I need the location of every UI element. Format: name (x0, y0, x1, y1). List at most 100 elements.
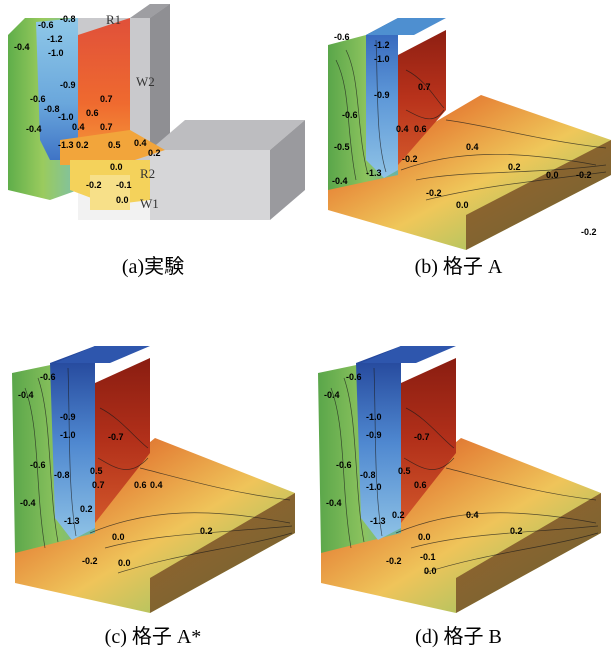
contour-label: -1.2 (47, 34, 63, 44)
contour-label: -0.1 (116, 180, 132, 190)
contour-label: 0.4 (72, 122, 85, 132)
contour-labels: -0.6 -0.4 -0.9 -1.0 -0.7 -0.6 -0.8 0.5 0… (18, 372, 213, 568)
contour-figure-grid-b: -0.6 -0.4 -1.0 -0.9 -0.7 -0.6 -0.8 -1.0 … (318, 346, 601, 613)
caption-a: (a)実験 (121, 256, 185, 278)
contour-label: 0.5 (398, 466, 411, 476)
contour-label: -0.2 (581, 227, 597, 237)
contour-label: 0.4 (134, 138, 147, 148)
contour-label: -0.9 (60, 412, 76, 422)
contour-label: -1.0 (374, 54, 390, 64)
contour-label: -0.6 (334, 32, 350, 42)
contour-label: 0.2 (200, 526, 213, 536)
contour-label: -0.4 (18, 390, 34, 400)
contour-label: -0.8 (60, 14, 76, 24)
contour-label: -0.2 (576, 170, 592, 180)
contour-label: 0.0 (116, 195, 129, 205)
contour-label: 0.0 (418, 532, 431, 542)
caption-b: (b) 格子 A (414, 256, 503, 278)
contour-label: 0.0 (546, 170, 559, 180)
panel-grid-a-star: -0.6 -0.4 -0.9 -1.0 -0.7 -0.6 -0.8 0.5 0… (0, 328, 306, 648)
contour-label: 0.2 (510, 526, 523, 536)
contour-label: -0.4 (324, 390, 340, 400)
contour-label: -0.2 (86, 180, 102, 190)
panel-experiment: -0.6 -0.8 -1.2 -1.0 -0.4 -0.9 -0.6 -0.8 … (0, 0, 306, 290)
contour-label: -0.7 (414, 432, 430, 442)
contour-label: 0.2 (392, 510, 405, 520)
contour-label: -0.9 (60, 80, 76, 90)
contour-label: 0.2 (508, 162, 521, 172)
contour-label: -0.6 (336, 460, 352, 470)
contour-label: 0.4 (466, 142, 479, 152)
contour-label: -1.0 (58, 112, 74, 122)
contour-label: 0.2 (148, 148, 161, 158)
contour-label: 0.4 (396, 124, 409, 134)
contour-label: 0.5 (90, 466, 103, 476)
contour-figure-grid-a-star: -0.6 -0.4 -0.9 -1.0 -0.7 -0.6 -0.8 0.5 0… (12, 346, 295, 613)
contour-label: 0.0 (424, 566, 437, 576)
contour-label: -0.6 (346, 372, 362, 382)
contour-label: -0.2 (82, 556, 98, 566)
contour-label: -1.3 (58, 140, 74, 150)
contour-label: 0.0 (110, 162, 123, 172)
region-blue (36, 18, 78, 160)
face-red (95, 358, 150, 523)
contour-label: -0.4 (26, 124, 42, 134)
contour-label: 0.0 (112, 532, 125, 542)
contour-label: -0.6 (342, 110, 358, 120)
contour-label: -1.3 (64, 516, 80, 526)
contour-figure-grid-a: -0.6 -1.2 -1.0 -0.9 0.7 -0.6 -0.5 0.4 0.… (328, 18, 611, 250)
contour-label: 0.4 (466, 510, 479, 520)
contour-label: -0.2 (402, 154, 418, 164)
contour-label: 0.2 (80, 504, 93, 514)
contour-label: -1.0 (60, 430, 76, 440)
contour-label: -1.0 (366, 482, 382, 492)
contour-label: -0.4 (332, 176, 348, 186)
contour-label: 0.7 (100, 122, 113, 132)
face-red (398, 30, 446, 165)
contour-label: 0.4 (150, 480, 163, 490)
caption-c: (c) 格子 A* (104, 626, 202, 648)
panel-grid-b: -0.6 -0.4 -1.0 -0.9 -0.7 -0.6 -0.8 -1.0 … (306, 328, 611, 648)
contour-label: -0.8 (360, 470, 376, 480)
region-label-w1: W1 (140, 196, 159, 211)
contour-label: -1.0 (366, 412, 382, 422)
region-blue (50, 346, 95, 540)
block-low-top (150, 120, 305, 150)
contour-labels: -0.6 -0.8 -1.2 -1.0 -0.4 -0.9 -0.6 -0.8 … (14, 14, 161, 205)
contour-label: -0.2 (426, 188, 442, 198)
contour-label: -0.5 (334, 142, 350, 152)
panel-grid-a: -0.6 -1.2 -1.0 -0.9 0.7 -0.6 -0.5 0.4 0.… (306, 0, 611, 290)
contour-label: 0.6 (414, 480, 427, 490)
contour-label: 0.6 (86, 108, 99, 118)
contour-label: 0.6 (134, 480, 147, 490)
contour-label: -0.4 (20, 498, 36, 508)
region-label-r2: R2 (140, 166, 155, 181)
contour-label: -1.3 (370, 516, 386, 526)
contour-labels: -0.6 -0.4 -1.0 -0.9 -0.7 -0.6 -0.8 -1.0 … (324, 372, 523, 576)
contour-label: -0.6 (30, 94, 46, 104)
contour-label: -0.7 (108, 432, 124, 442)
face-red (401, 358, 456, 523)
contour-figure-experiment: -0.6 -0.8 -1.2 -1.0 -0.4 -0.9 -0.6 -0.8 … (8, 4, 305, 220)
contour-label: -0.9 (374, 90, 390, 100)
contour-label: 0.7 (418, 82, 431, 92)
contour-label: -1.2 (374, 40, 390, 50)
contour-label: 0.7 (92, 480, 105, 490)
contour-label: -0.8 (44, 104, 60, 114)
contour-label: -0.6 (40, 372, 56, 382)
contour-label: -0.2 (386, 556, 402, 566)
region-blue (356, 346, 401, 540)
caption-d: (d) 格子 B (415, 626, 502, 648)
contour-label: 0.0 (118, 558, 131, 568)
contour-label: -1.3 (366, 168, 382, 178)
contour-label: -0.4 (14, 42, 30, 52)
contour-label: 0.0 (456, 200, 469, 210)
region-label-w2: W2 (136, 74, 155, 89)
face-w2 (78, 18, 130, 160)
contour-label: 0.5 (108, 140, 121, 150)
contour-label: 0.2 (76, 140, 89, 150)
contour-label: -0.1 (420, 552, 436, 562)
contour-label: -0.6 (38, 20, 54, 30)
contour-label: 0.7 (100, 94, 113, 104)
contour-label: -0.6 (30, 460, 46, 470)
